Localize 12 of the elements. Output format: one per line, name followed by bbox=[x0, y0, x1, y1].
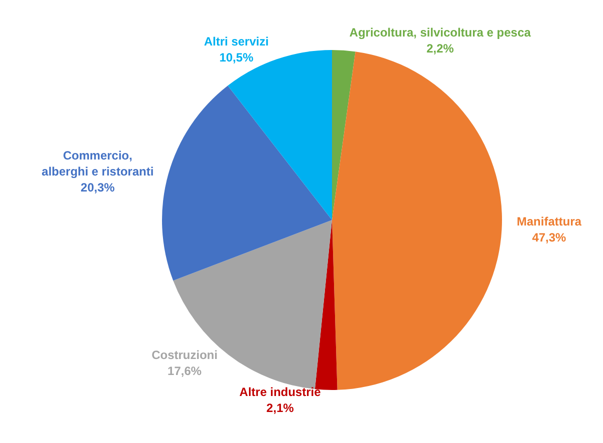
data-label: 47,3% bbox=[532, 230, 566, 245]
slice-label: Agricoltura, silvicoltura e pesca bbox=[349, 25, 532, 40]
data-label: 2,1% bbox=[266, 400, 294, 415]
data-label: 20,3% bbox=[80, 180, 116, 194]
slice-label: Altri servizi bbox=[204, 34, 269, 49]
slice-label: Commercio, alberghi e ristoranti bbox=[42, 148, 154, 178]
slice-label: Altre industrie bbox=[239, 384, 322, 399]
slice-label: Manifattura bbox=[516, 214, 582, 229]
data-label: 10,5% bbox=[219, 50, 254, 65]
data-label: 2,2% bbox=[426, 41, 454, 56]
data-label: 17,6% bbox=[168, 364, 202, 378]
slice-label: Costruzioni bbox=[152, 348, 218, 362]
